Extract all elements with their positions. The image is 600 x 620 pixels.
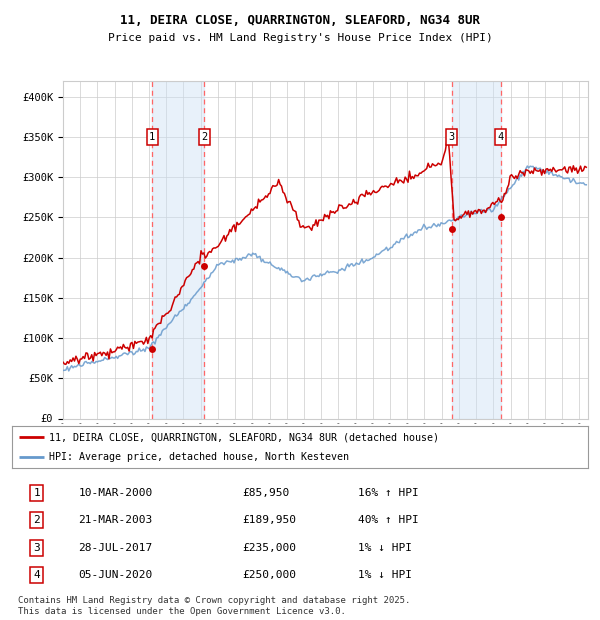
Text: 1997: 1997 xyxy=(93,436,102,458)
Bar xyxy=(152,81,205,419)
Text: HPI: Average price, detached house, North Kesteven: HPI: Average price, detached house, Nort… xyxy=(49,452,349,462)
Text: 2004: 2004 xyxy=(214,436,223,458)
Text: 28-JUL-2017: 28-JUL-2017 xyxy=(78,542,152,552)
Text: 2016: 2016 xyxy=(420,436,429,458)
Text: 2: 2 xyxy=(34,515,40,525)
Text: 1996: 1996 xyxy=(76,436,85,458)
Text: 3: 3 xyxy=(34,542,40,552)
Text: 1995: 1995 xyxy=(59,436,67,458)
Text: 2002: 2002 xyxy=(179,436,188,458)
Text: 2020: 2020 xyxy=(489,436,498,458)
Text: 10-MAR-2000: 10-MAR-2000 xyxy=(78,488,152,498)
Text: Contains HM Land Registry data © Crown copyright and database right 2025.
This d: Contains HM Land Registry data © Crown c… xyxy=(18,596,410,616)
Text: 1% ↓ HPI: 1% ↓ HPI xyxy=(358,542,412,552)
Text: 4: 4 xyxy=(34,570,40,580)
Text: 2008: 2008 xyxy=(282,436,291,458)
Text: 2025: 2025 xyxy=(575,436,584,458)
Text: 1% ↓ HPI: 1% ↓ HPI xyxy=(358,570,412,580)
Text: 1: 1 xyxy=(34,488,40,498)
Text: £85,950: £85,950 xyxy=(242,488,290,498)
Text: 05-JUN-2020: 05-JUN-2020 xyxy=(78,570,152,580)
Text: 2007: 2007 xyxy=(265,436,274,458)
Text: 2005: 2005 xyxy=(230,436,239,458)
Text: 2000: 2000 xyxy=(145,436,154,458)
Text: 2022: 2022 xyxy=(523,436,532,458)
Text: 2018: 2018 xyxy=(454,436,463,458)
Text: 2006: 2006 xyxy=(248,436,257,458)
Text: 2014: 2014 xyxy=(386,436,395,458)
Text: 2011: 2011 xyxy=(334,436,343,458)
Text: 1998: 1998 xyxy=(110,436,119,458)
Text: 16% ↑ HPI: 16% ↑ HPI xyxy=(358,488,418,498)
Text: 2024: 2024 xyxy=(557,436,566,458)
Text: Price paid vs. HM Land Registry's House Price Index (HPI): Price paid vs. HM Land Registry's House … xyxy=(107,33,493,43)
Bar xyxy=(452,81,501,419)
Text: 21-MAR-2003: 21-MAR-2003 xyxy=(78,515,152,525)
Text: 2009: 2009 xyxy=(299,436,308,458)
Text: 11, DEIRA CLOSE, QUARRINGTON, SLEAFORD, NG34 8UR: 11, DEIRA CLOSE, QUARRINGTON, SLEAFORD, … xyxy=(120,14,480,27)
Text: 11, DEIRA CLOSE, QUARRINGTON, SLEAFORD, NG34 8UR (detached house): 11, DEIRA CLOSE, QUARRINGTON, SLEAFORD, … xyxy=(49,432,439,442)
Text: 1999: 1999 xyxy=(127,436,136,458)
Text: 2010: 2010 xyxy=(317,436,326,458)
Text: 2003: 2003 xyxy=(196,436,205,458)
Text: 2015: 2015 xyxy=(403,436,412,458)
Text: 2012: 2012 xyxy=(351,436,360,458)
Text: £235,000: £235,000 xyxy=(242,542,296,552)
Text: 2: 2 xyxy=(202,132,208,142)
Text: 2013: 2013 xyxy=(368,436,377,458)
Text: £250,000: £250,000 xyxy=(242,570,296,580)
Text: 2001: 2001 xyxy=(162,436,171,458)
Text: 2023: 2023 xyxy=(541,436,550,458)
Text: 1: 1 xyxy=(149,132,155,142)
Text: 2017: 2017 xyxy=(437,436,446,458)
Text: 40% ↑ HPI: 40% ↑ HPI xyxy=(358,515,418,525)
Text: 2021: 2021 xyxy=(506,436,515,458)
Text: £189,950: £189,950 xyxy=(242,515,296,525)
Text: 2019: 2019 xyxy=(472,436,481,458)
Text: 3: 3 xyxy=(448,132,455,142)
Text: 4: 4 xyxy=(497,132,504,142)
